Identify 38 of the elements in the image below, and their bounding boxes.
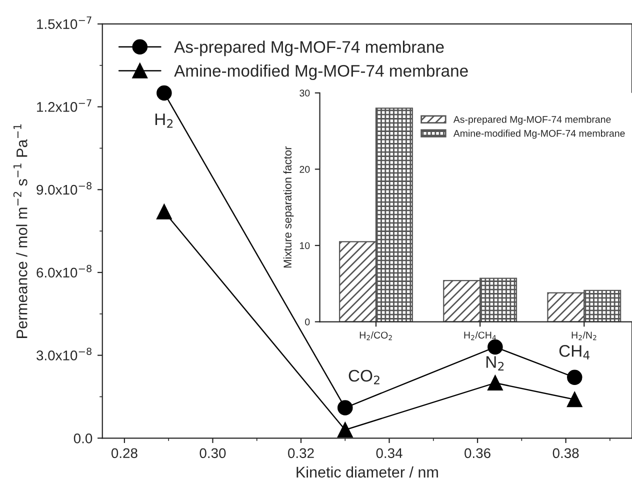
y-tick-label: 10 <box>300 242 310 250</box>
annotation: CO$_{2}$ <box>348 370 380 384</box>
y-tick-label: 20 <box>300 166 310 173</box>
y-axis-title: Permeance / mol m$^{−2}$ s$^{−1}$ Pa$^{−1}$ <box>13 124 28 338</box>
point <box>488 339 503 355</box>
point <box>566 370 582 386</box>
x-tick-label: 0.32 <box>288 448 314 458</box>
legend-label: Amine-modified Mg-MOF-74 membrane <box>174 64 468 80</box>
x-tick-label: 0.36 <box>464 448 490 458</box>
point <box>156 204 172 220</box>
x-tick-label: H$_{2}$/CO$_{2}$ <box>360 331 392 340</box>
point <box>337 422 353 438</box>
legend-label: As-prepared Mg-MOF-74 membrane <box>174 40 444 56</box>
legend-label: Amine-modified Mg-MOF-74 membrane <box>453 130 625 139</box>
annotation: N$_{2}$ <box>486 356 504 370</box>
y-tick-label: 3.0x10$^{−8}$ <box>36 348 92 360</box>
point <box>488 375 503 391</box>
x-tick-label: H$_{2}$/CH$_{4}$ <box>464 331 496 340</box>
annotation: H$_{2}$ <box>155 114 173 128</box>
x-tick-label: H$_{2}$/N$_{2}$ <box>572 331 596 340</box>
y-tick-label: 0 <box>305 318 310 326</box>
x-tick-label: 0.38 <box>552 448 579 458</box>
y-tick-label: 9.0x10$^{−8}$ <box>36 182 92 195</box>
y-tick-label: 0.0 <box>74 433 92 444</box>
point <box>566 392 582 408</box>
point <box>156 85 172 101</box>
y-tick-label: 6.0x10$^{−8}$ <box>36 264 92 278</box>
y-axis-title: Mixture separation factor <box>283 146 294 268</box>
y-tick-label: 30 <box>300 90 310 97</box>
annotation: CH$_{4}$ <box>559 345 590 360</box>
x-axis-title: Kinetic diameter / nm <box>296 466 438 478</box>
y-tick-label: 1.5x10$^{−7}$ <box>37 16 92 30</box>
x-tick-label: 0.34 <box>376 448 402 458</box>
x-tick-label: 0.28 <box>111 448 138 458</box>
x-tick-label: 0.30 <box>200 448 226 458</box>
y-tick-label: 1.2x10$^{−7}$ <box>37 99 92 112</box>
legend-label: As-prepared Mg-MOF-74 membrane <box>453 116 611 125</box>
point <box>337 400 353 416</box>
